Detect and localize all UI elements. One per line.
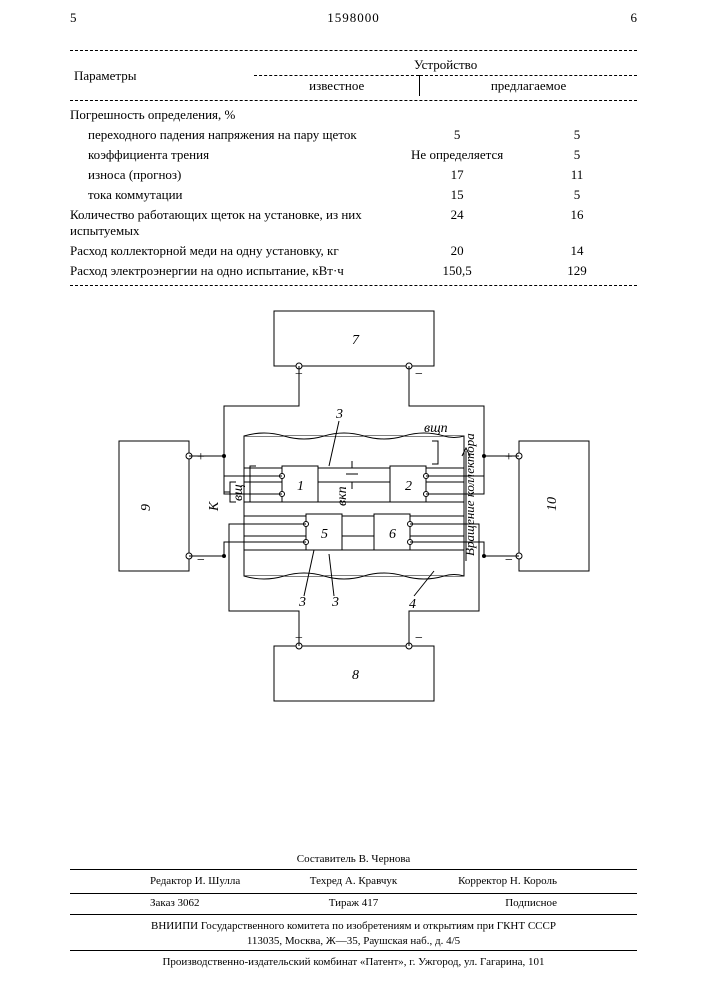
cell-param: износа (прогноз) — [70, 165, 397, 185]
brush5: 5 — [321, 527, 328, 542]
table-row: износа (прогноз)1711 — [70, 165, 637, 185]
cell-param: тока коммутации — [70, 185, 397, 205]
cell-proposed: 5 — [517, 145, 637, 165]
cell-known: 5 — [397, 125, 517, 145]
cell-known: 20 — [397, 241, 517, 261]
table-row: Погрешность определения, % — [70, 105, 637, 125]
cell-param: Количество работающих щеток на установке… — [70, 205, 397, 241]
th-known: известное — [309, 78, 364, 93]
ref3a: 3 — [335, 407, 343, 422]
cell-proposed: 5 — [517, 185, 637, 205]
org2: Производственно-издательский комбинат «П… — [162, 956, 544, 968]
corrector: Корректор Н. Король — [458, 875, 557, 887]
brush2: 2 — [405, 479, 412, 494]
ref3c: 3 — [331, 595, 339, 610]
box10-minus: − — [504, 553, 513, 568]
cell-param: Расход электроэнергии на одно испытание,… — [70, 261, 397, 281]
imprint-footer: Составитель В. Чернова Редактор И. Шулла… — [0, 852, 707, 970]
cell-proposed: 129 — [517, 261, 637, 281]
box8-label: 8 — [352, 668, 359, 683]
th-proposed: предлагаемое — [491, 78, 566, 93]
dim-bschp: вщп — [424, 421, 448, 436]
table-row: Расход электроэнергии на одно испытание,… — [70, 261, 637, 281]
table-row: Количество работающих щеток на установке… — [70, 205, 637, 241]
brush6: 6 — [389, 527, 396, 542]
cell-param: коэффициента трения — [70, 145, 397, 165]
box9-plus: + — [196, 450, 205, 465]
cell-proposed: 5 — [517, 125, 637, 145]
patent-number: 1598000 — [327, 10, 380, 26]
table-row: тока коммутации155 — [70, 185, 637, 205]
ref3b: 3 — [298, 595, 306, 610]
dim-bkp: вкп — [335, 486, 350, 506]
ref4: 4 — [409, 597, 416, 612]
dim-bsch: вщ — [231, 484, 246, 501]
sub: Подписное — [505, 897, 557, 909]
box10-plus: + — [504, 450, 513, 465]
tech: Техред А. Кравчук — [310, 875, 397, 887]
cell-param: Расход коллекторной меди на одну установ… — [70, 241, 397, 261]
box9-minus: − — [196, 553, 205, 568]
order: Заказ 3062 — [150, 897, 200, 909]
schematic-diagram: 7 + − 8 + − 9 + − 10 + − 1 2 5 6 — [114, 306, 594, 706]
box9-label: 9 — [139, 504, 154, 511]
org1: ВНИИПИ Государственного комитета по изоб… — [151, 920, 556, 932]
editor: Редактор И. Шулла — [150, 875, 240, 887]
cell-known: 15 — [397, 185, 517, 205]
cell-known — [397, 105, 517, 125]
cell-known: 150,5 — [397, 261, 517, 281]
comparison-table: Параметры Устройство известное предлагае… — [70, 50, 637, 286]
addr1: 113035, Москва, Ж—35, Раушская наб., д. … — [247, 935, 460, 947]
page-header: 5 1598000 6 — [0, 0, 707, 40]
cell-known: 24 — [397, 205, 517, 241]
table-row: коэффициента тренияНе определяется5 — [70, 145, 637, 165]
table-row: переходного падения напряжения на пару щ… — [70, 125, 637, 145]
box7-label: 7 — [352, 333, 360, 348]
cell-proposed: 11 — [517, 165, 637, 185]
cell-proposed: 16 — [517, 205, 637, 241]
box7-minus: − — [414, 367, 423, 382]
brush1: 1 — [297, 479, 304, 494]
box8-minus: − — [414, 631, 423, 646]
cell-known: 17 — [397, 165, 517, 185]
cell-known: Не определяется — [397, 145, 517, 165]
cell-param: Погрешность определения, % — [70, 105, 397, 125]
cell-proposed — [517, 105, 637, 125]
dim-K: К — [207, 501, 222, 512]
th-device: Устройство — [414, 57, 477, 72]
box10-label: 10 — [545, 497, 560, 511]
cell-proposed: 14 — [517, 241, 637, 261]
page-left: 5 — [70, 10, 77, 26]
table-row: Расход коллекторной меди на одну установ… — [70, 241, 637, 261]
compiler: Составитель В. Чернова — [297, 853, 411, 865]
cell-param: переходного падения напряжения на пару щ… — [70, 125, 397, 145]
tirage: Тираж 417 — [329, 897, 379, 909]
th-param: Параметры — [74, 68, 137, 83]
page-right: 6 — [631, 10, 638, 26]
